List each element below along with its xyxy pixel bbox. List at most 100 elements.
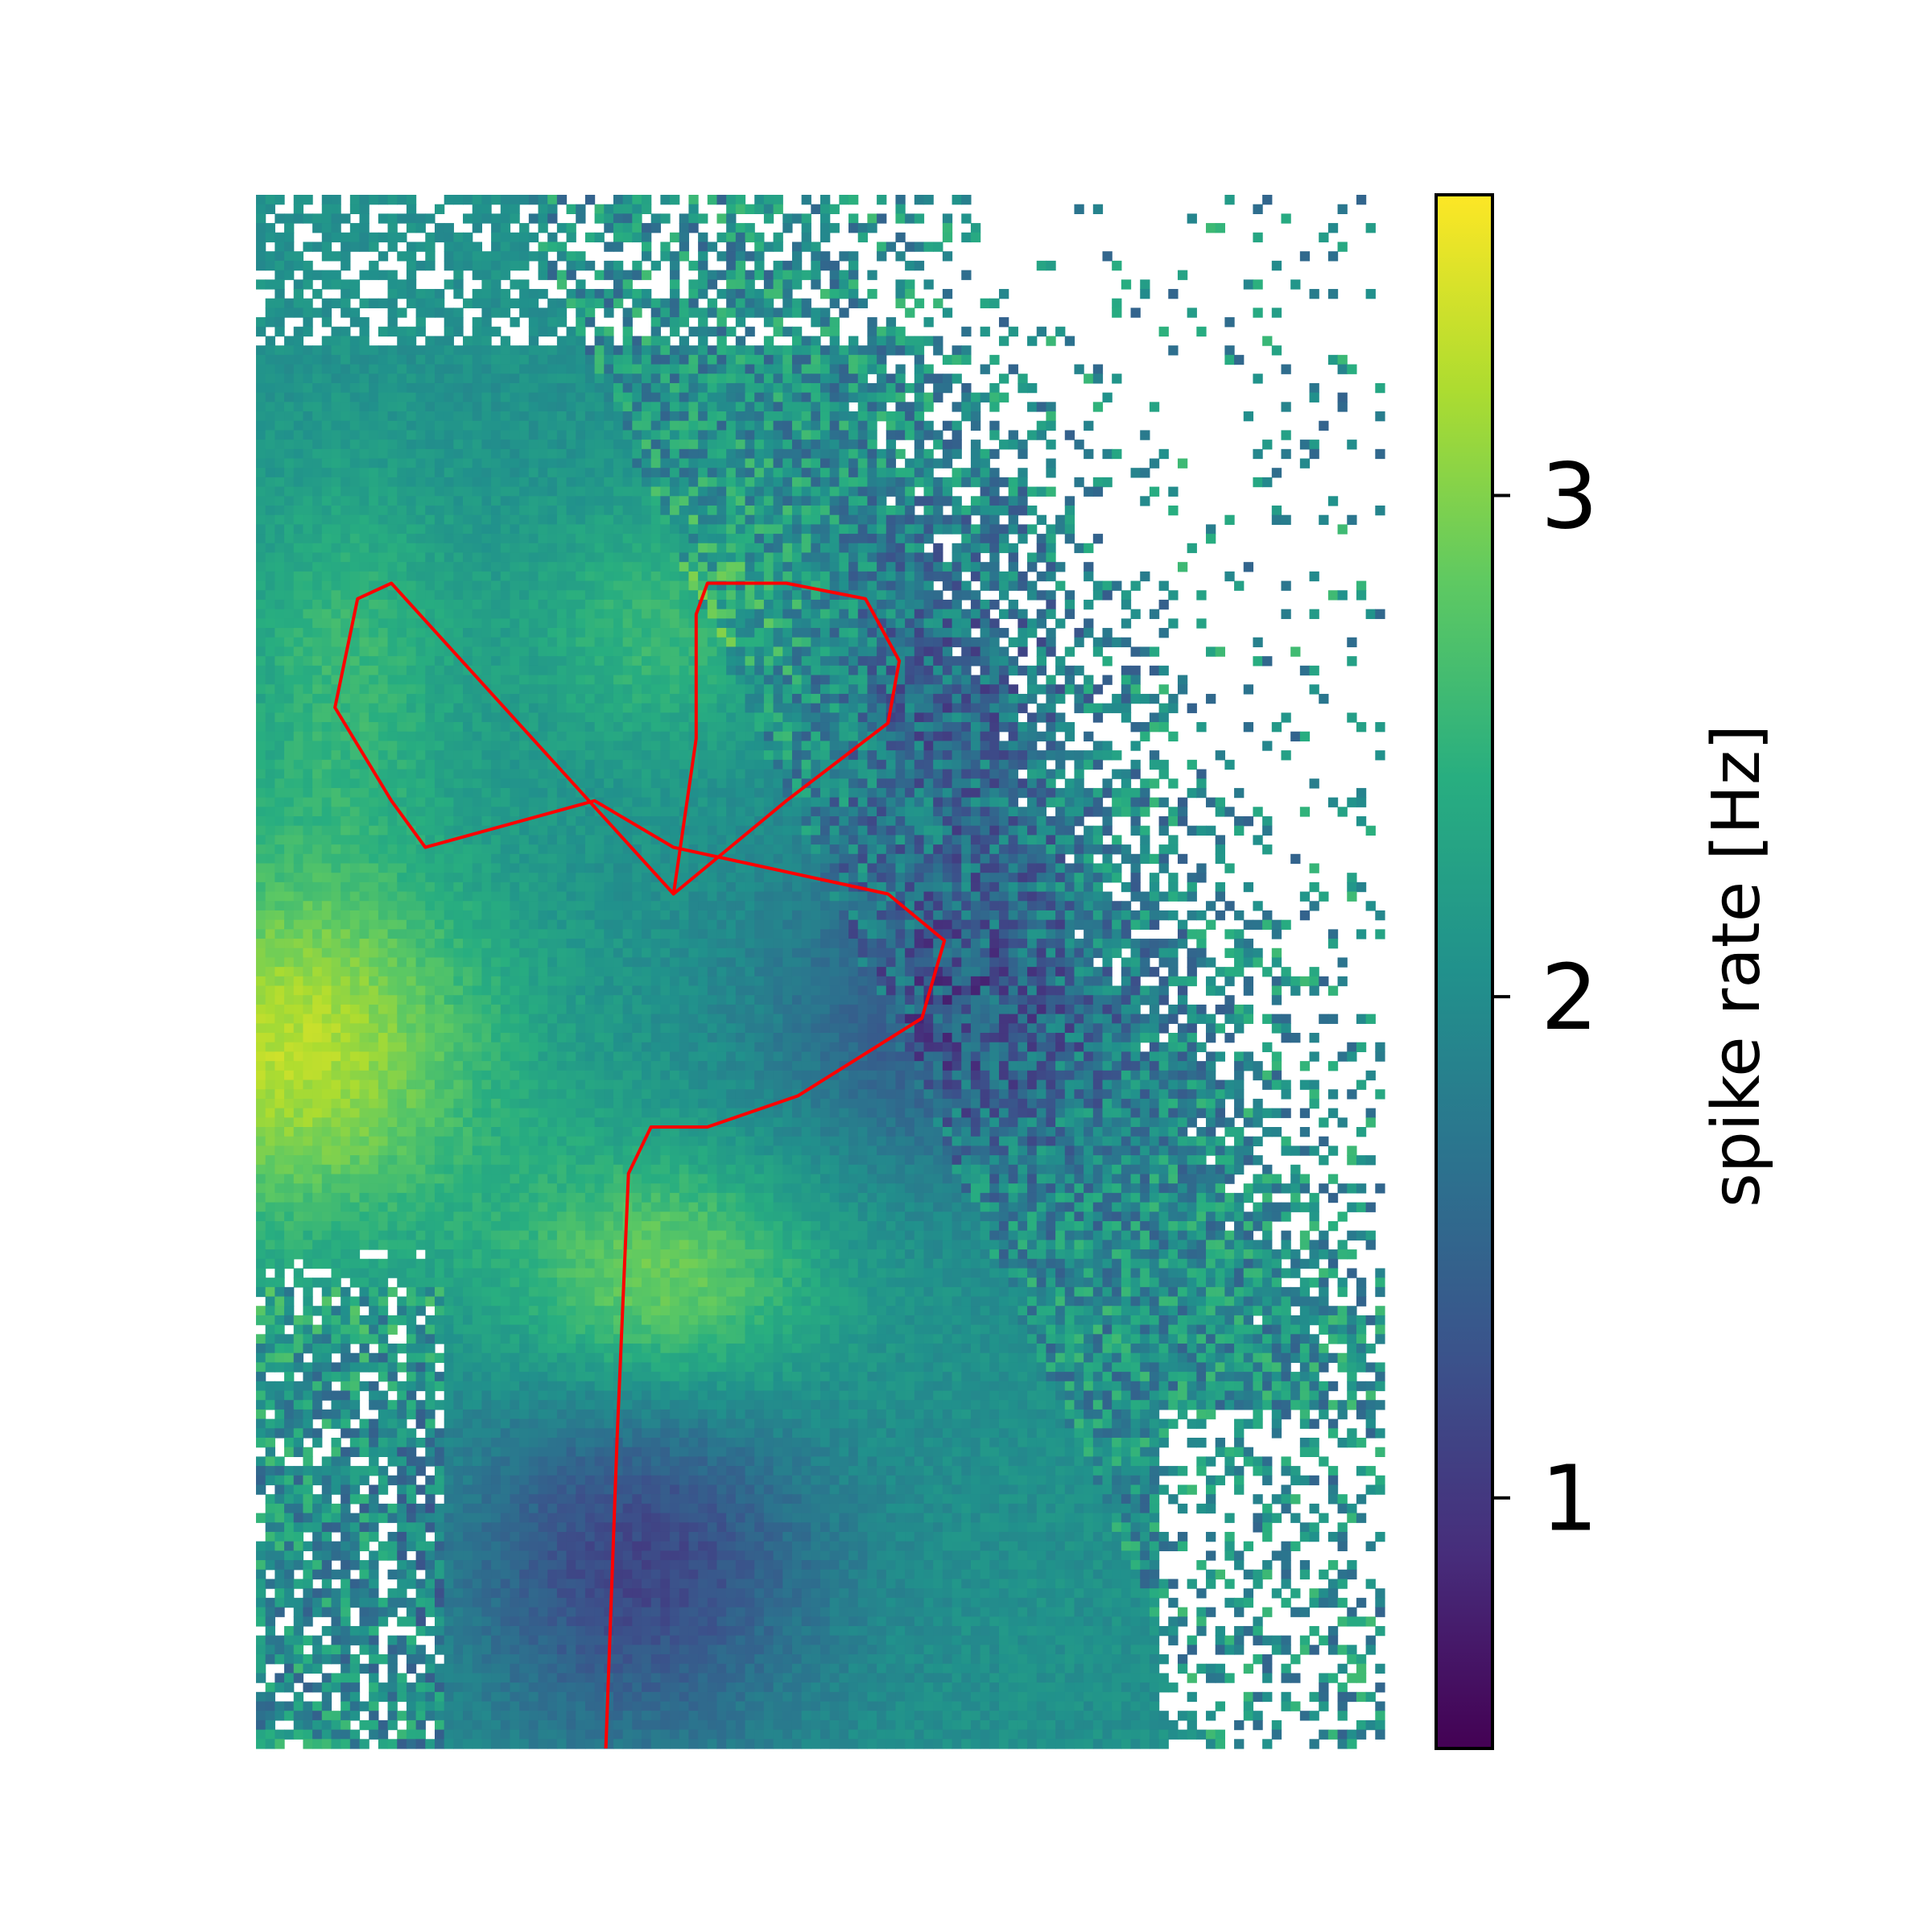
heatmap-cell [622, 637, 633, 648]
heatmap-cell [387, 364, 398, 374]
heatmap-cell [679, 468, 690, 478]
heatmap-cell [331, 440, 341, 450]
heatmap-cell [538, 514, 548, 525]
heatmap-cell [698, 430, 708, 440]
heatmap-cell [500, 270, 511, 280]
heatmap-cell [349, 524, 361, 535]
heatmap-cell [613, 759, 624, 770]
heatmap-cell [726, 552, 737, 563]
heatmap-cell [980, 741, 990, 751]
heatmap-cell [341, 675, 351, 685]
heatmap-cell [500, 769, 511, 779]
heatmap-cell [528, 722, 539, 733]
heatmap-cell [980, 675, 990, 685]
heatmap-cell [632, 637, 642, 648]
heatmap-cell [839, 665, 849, 676]
heatmap-cell [510, 656, 520, 667]
heatmap-cell [594, 364, 605, 374]
heatmap-cell [359, 468, 369, 478]
heatmap-cell [961, 675, 972, 685]
heatmap-cell [726, 506, 737, 516]
heatmap-cell [1018, 609, 1028, 619]
heatmap-cell [791, 345, 803, 356]
heatmap-cell [341, 534, 351, 544]
heatmap-cell [1168, 703, 1179, 713]
heatmap-cell [256, 656, 266, 667]
heatmap-cell [566, 496, 576, 506]
heatmap-cell [857, 637, 869, 648]
heatmap-cell [923, 506, 934, 516]
heatmap-cell [584, 260, 596, 271]
heatmap-cell [415, 298, 426, 308]
heatmap-cell [829, 506, 840, 516]
heatmap-cell [1243, 411, 1254, 422]
heatmap-cell [566, 534, 576, 544]
heatmap-cell [933, 514, 943, 525]
heatmap-cell [425, 232, 436, 243]
heatmap-cell [275, 778, 285, 789]
heatmap-cell [735, 646, 746, 657]
heatmap-cell [791, 251, 803, 262]
heatmap-cell [510, 618, 520, 629]
heatmap-cell [444, 656, 454, 667]
heatmap-cell [538, 693, 548, 704]
heatmap-cell [942, 232, 953, 243]
heatmap-cell [265, 374, 275, 384]
heatmap-cell [265, 590, 275, 601]
heatmap-cell [284, 354, 295, 365]
heatmap-cell [989, 534, 1000, 544]
heatmap-cell [510, 524, 520, 535]
heatmap-cell [369, 430, 379, 440]
heatmap-cell [886, 580, 897, 591]
heatmap-cell [698, 496, 708, 506]
heatmap-cell [341, 232, 351, 243]
heatmap-cell [584, 675, 596, 685]
heatmap-cell [415, 288, 426, 299]
heatmap-cell [782, 609, 793, 619]
heatmap-cell [811, 693, 821, 704]
heatmap-cell [387, 402, 398, 412]
heatmap-cell [698, 345, 708, 356]
heatmap-cell [877, 759, 887, 770]
heatmap-cell [914, 618, 925, 629]
heatmap-cell [547, 722, 558, 733]
heatmap-cell [895, 722, 906, 733]
heatmap-cell [349, 506, 361, 516]
heatmap-cell [707, 534, 718, 544]
heatmap-cell [481, 354, 492, 365]
heatmap-cell [1008, 797, 1018, 807]
heatmap-cell [491, 448, 502, 460]
heatmap-cell [604, 637, 614, 648]
heatmap-cell [914, 628, 925, 638]
heatmap-cell [632, 468, 642, 478]
heatmap-cell [670, 251, 680, 262]
heatmap-cell [660, 693, 671, 704]
heatmap-cell [359, 552, 369, 563]
heatmap-cell [500, 534, 511, 544]
heatmap-cell [745, 204, 755, 214]
heatmap-cell [425, 759, 436, 770]
heatmap-cell [754, 242, 765, 252]
heatmap-cell [481, 759, 492, 770]
heatmap-cell [312, 411, 323, 422]
heatmap-cell [303, 665, 313, 676]
heatmap-cell [369, 741, 379, 751]
heatmap-cell [500, 382, 511, 394]
heatmap-cell [895, 496, 906, 506]
heatmap-cell [303, 270, 313, 280]
heatmap-cell [378, 486, 389, 497]
heatmap-cell [1102, 628, 1113, 638]
heatmap-cell [650, 618, 661, 629]
heatmap-cell [716, 571, 727, 582]
heatmap-cell [453, 411, 464, 422]
heatmap-cell [566, 703, 576, 713]
heatmap-cell [303, 543, 313, 554]
heatmap-cell [331, 637, 341, 648]
heatmap-cell [1121, 618, 1132, 629]
heatmap-cell [472, 506, 482, 516]
heatmap-cell [726, 345, 737, 356]
heatmap-cell [914, 769, 925, 779]
heatmap-cell [425, 731, 436, 742]
heatmap-cell [942, 223, 953, 233]
heatmap-cell [1064, 778, 1075, 789]
